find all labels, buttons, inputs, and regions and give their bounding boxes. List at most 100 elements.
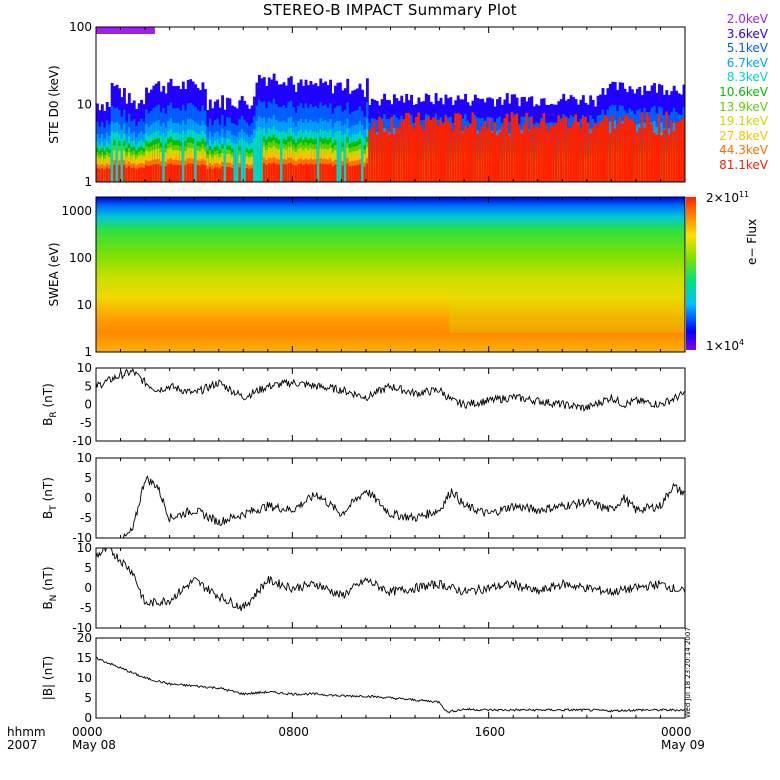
- ste-band: [584, 116, 588, 182]
- ste-band: [405, 112, 409, 182]
- ste-band: [500, 126, 504, 182]
- ste-band: [248, 168, 252, 182]
- bmag-frame: [95, 637, 686, 719]
- ste-band: [194, 131, 198, 182]
- ste-band: [226, 166, 229, 182]
- ste-band: [169, 163, 173, 182]
- ste-band: [662, 129, 666, 182]
- ste-band: [176, 164, 180, 182]
- bmag-ylabel: |B| (nT): [41, 656, 55, 700]
- ste-band: [545, 125, 548, 182]
- colorbar-min-label: 1×104: [706, 338, 745, 353]
- ste-band: [255, 131, 259, 182]
- bt-ytick-label: 0: [84, 491, 92, 505]
- ste-band: [628, 119, 632, 182]
- swea-ytick-label: 1000: [61, 204, 92, 218]
- ste-band: [240, 137, 244, 182]
- bn-ytick-label: 5: [84, 561, 92, 575]
- ste-band: [643, 127, 647, 182]
- ste-band: [422, 130, 426, 182]
- bt-ytick-label: 10: [77, 451, 92, 465]
- legend-item: 44.3keV: [719, 143, 768, 158]
- ste-band: [412, 128, 416, 182]
- ste-band: [454, 113, 458, 182]
- bt-ytick-label: 5: [84, 471, 92, 485]
- ste-band: [199, 165, 202, 182]
- ste-band: [554, 123, 558, 182]
- swea-ytick-label: 10: [77, 298, 92, 312]
- ste-band: [446, 121, 450, 182]
- ste-band: [547, 130, 551, 182]
- ste-band: [572, 123, 575, 182]
- ste-band: [626, 115, 629, 182]
- swea-ytick-label: 1: [84, 345, 92, 359]
- ste-band: [299, 163, 303, 182]
- ste-band: [265, 164, 269, 182]
- ste-band: [159, 165, 163, 182]
- ste-band: [515, 113, 519, 182]
- ste-band: [665, 112, 669, 182]
- ste-band: [444, 116, 448, 182]
- bmag-ytick-label: 0: [84, 711, 92, 725]
- flux-colorbar: [686, 197, 696, 350]
- bt-frame: [95, 457, 686, 539]
- xaxis-tick-time: 0000: [661, 725, 692, 739]
- ste-band: [157, 163, 161, 182]
- ste-band: [196, 165, 200, 182]
- ste-band: [145, 165, 148, 182]
- ste-band: [228, 167, 232, 182]
- ste-band: [230, 168, 234, 182]
- ste-band: [245, 168, 249, 182]
- legend-item: 13.9keV: [719, 99, 768, 114]
- ste-band: [419, 125, 423, 182]
- ste-band: [591, 126, 595, 182]
- swea-ylabel: SWEA (eV): [47, 242, 61, 306]
- ste-band: [172, 164, 175, 182]
- ste-band: [206, 169, 210, 182]
- ste-band: [449, 124, 453, 182]
- ste-band: [309, 163, 313, 182]
- ste-band: [179, 165, 183, 182]
- ste-band: [211, 168, 215, 182]
- ste-band: [395, 127, 399, 182]
- br-trace: [95, 367, 686, 412]
- colorbar-max-label: 2×1011: [706, 190, 750, 205]
- ste-band: [351, 165, 355, 182]
- ste-band: [218, 168, 222, 182]
- ste-ylabel: STE D0 (keV): [47, 65, 61, 144]
- xaxis-label-year: 2007: [7, 738, 38, 752]
- ste-band: [618, 117, 622, 182]
- ste-band: [611, 115, 615, 182]
- ste-band: [292, 164, 296, 182]
- ste-band: [191, 163, 195, 182]
- ste-band: [599, 121, 602, 182]
- ste-band: [660, 135, 664, 182]
- ste-band: [103, 169, 107, 182]
- bn-ytick-label: 0: [84, 581, 92, 595]
- ste-band: [596, 125, 600, 182]
- ste-band: [272, 162, 276, 182]
- bt-trace: [96, 475, 686, 539]
- br-ytick-label: 0: [84, 398, 92, 412]
- ste-band: [510, 112, 514, 182]
- swea-heatmap-shift: [449, 282, 685, 333]
- ste-band: [331, 166, 335, 182]
- ste-band: [250, 168, 254, 182]
- ste-band: [314, 164, 318, 182]
- ste-band: [120, 138, 124, 182]
- ste-band: [513, 116, 517, 182]
- ste-band: [415, 117, 418, 182]
- ste-band: [427, 117, 431, 182]
- ste-band: [623, 115, 627, 182]
- ste-band: [530, 117, 534, 182]
- ste-band: [682, 117, 686, 182]
- ste-band: [213, 167, 217, 182]
- br-ylabel: BR (nT): [41, 383, 59, 426]
- ste-band: [481, 126, 485, 182]
- ste-band: [451, 130, 455, 182]
- ste-band: [326, 164, 330, 182]
- bn-ytick-label: 10: [77, 541, 92, 555]
- ste-band: [373, 121, 377, 182]
- ste-band: [375, 134, 379, 182]
- ste-band: [235, 144, 239, 182]
